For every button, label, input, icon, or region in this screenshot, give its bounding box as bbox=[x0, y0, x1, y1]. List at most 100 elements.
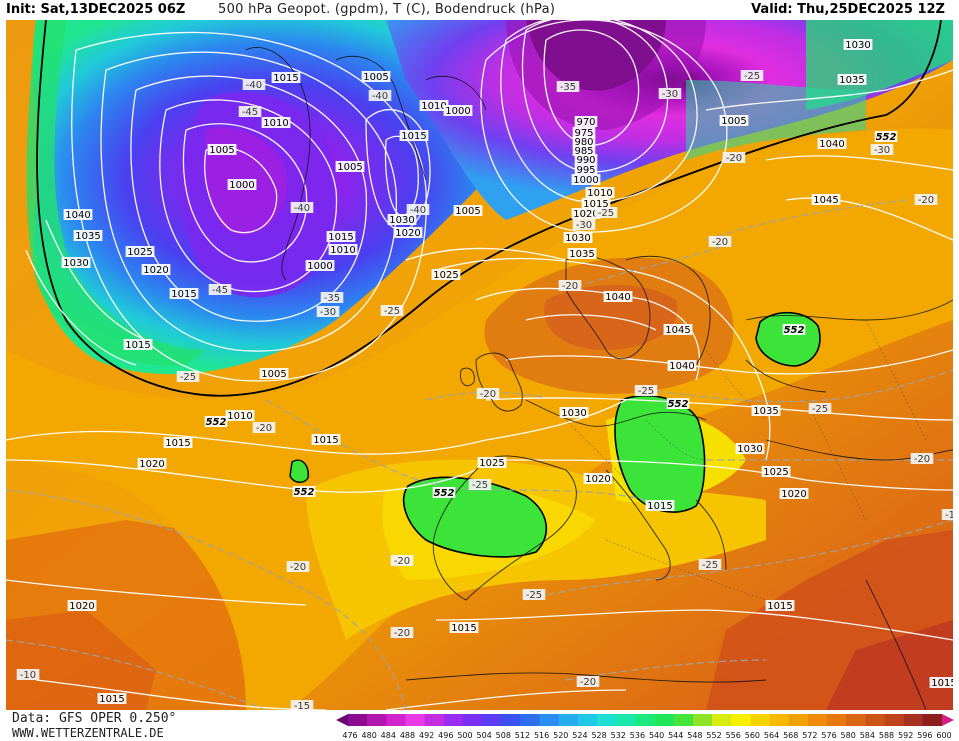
svg-text:-45: -45 bbox=[242, 107, 258, 118]
svg-text:1035: 1035 bbox=[839, 75, 864, 86]
svg-text:-35: -35 bbox=[324, 293, 340, 304]
svg-text:1040: 1040 bbox=[605, 292, 630, 303]
temperature-label: -20 bbox=[910, 453, 934, 465]
svg-text:-1: -1 bbox=[945, 510, 953, 521]
pressure-label: 1015 bbox=[123, 339, 153, 351]
svg-text:1020: 1020 bbox=[781, 489, 806, 500]
pressure-label: 1040 bbox=[63, 209, 93, 221]
pressure-label: 970 bbox=[574, 116, 598, 128]
legend-swatch bbox=[367, 714, 387, 726]
svg-text:1030: 1030 bbox=[845, 40, 870, 51]
pressure-label: 990 bbox=[574, 154, 598, 166]
svg-text:-20: -20 bbox=[580, 677, 596, 688]
pressure-label: 1020 bbox=[141, 264, 171, 276]
svg-text:1030: 1030 bbox=[63, 258, 88, 269]
svg-text:-20: -20 bbox=[712, 237, 728, 248]
legend-tick-label: 484 bbox=[381, 731, 396, 740]
pressure-label: 1010 bbox=[585, 187, 615, 199]
svg-text:552: 552 bbox=[206, 417, 227, 428]
svg-text:-20: -20 bbox=[256, 423, 272, 434]
pressure-label: 1040 bbox=[667, 360, 697, 372]
svg-text:-40: -40 bbox=[246, 80, 262, 91]
svg-text:1005: 1005 bbox=[721, 116, 746, 127]
legend-tick-label: 572 bbox=[802, 731, 817, 740]
temperature-labels-layer: -40-45-40-40 -40-45-35-30 -25-25-20-35-30-… bbox=[16, 70, 953, 710]
pressure-label: 1015 bbox=[929, 677, 953, 689]
legend-tick-label: 492 bbox=[419, 731, 434, 740]
svg-text:-15: -15 bbox=[294, 701, 310, 710]
pressure-label: 1015 bbox=[169, 288, 199, 300]
svg-text:1030: 1030 bbox=[389, 215, 414, 226]
svg-text:1015: 1015 bbox=[313, 435, 338, 446]
legend-tick-label: 548 bbox=[687, 731, 702, 740]
svg-text:975: 975 bbox=[574, 128, 593, 139]
temperature-label: -25 bbox=[698, 559, 722, 571]
temperature-label: -20 bbox=[252, 422, 276, 434]
svg-text:-20: -20 bbox=[394, 628, 410, 639]
svg-text:-20: -20 bbox=[480, 389, 496, 400]
pressure-label: 1020 bbox=[583, 473, 613, 485]
svg-text:1025: 1025 bbox=[433, 270, 458, 281]
svg-text:1015: 1015 bbox=[99, 694, 124, 705]
pressure-label: 1000 bbox=[571, 174, 601, 186]
pressure-label: 1040 bbox=[817, 138, 847, 150]
temperature-label: -25 bbox=[740, 70, 764, 82]
pressure-label: 1020 bbox=[779, 488, 809, 500]
svg-text:-20: -20 bbox=[914, 454, 930, 465]
svg-text:1020: 1020 bbox=[69, 601, 94, 612]
svg-text:1040: 1040 bbox=[819, 139, 844, 150]
legend-swatch bbox=[539, 714, 560, 726]
pressure-label: 1040 bbox=[603, 291, 633, 303]
temperature-label: -45 bbox=[208, 284, 232, 296]
legend-tick-label: 500 bbox=[457, 731, 472, 740]
svg-text:1040: 1040 bbox=[669, 361, 694, 372]
pressure-label: 1035 bbox=[73, 230, 103, 242]
svg-text:552: 552 bbox=[668, 399, 689, 410]
legend-tick-label: 516 bbox=[534, 731, 549, 740]
temperature-label: -30 bbox=[658, 88, 682, 100]
color-legend: 476 480 484 488 492 496 500 504 508 512 516 520 524 5… bbox=[336, 714, 954, 740]
legend-tick-label: 580 bbox=[841, 731, 856, 740]
pressure-label: 1020 bbox=[137, 458, 167, 470]
svg-text:1030: 1030 bbox=[561, 408, 586, 419]
svg-text:1000: 1000 bbox=[307, 261, 332, 272]
pressure-label: 1030 bbox=[61, 257, 91, 269]
temperature-label: -20 bbox=[558, 280, 582, 292]
svg-text:1010: 1010 bbox=[587, 188, 612, 199]
website-credit: WWW.WETTERZENTRALE.DE bbox=[12, 726, 164, 740]
svg-text:1015: 1015 bbox=[328, 232, 353, 243]
svg-text:552: 552 bbox=[784, 325, 805, 336]
svg-text:1045: 1045 bbox=[813, 195, 838, 206]
svg-text:1000: 1000 bbox=[573, 175, 598, 186]
svg-text:-20: -20 bbox=[918, 195, 934, 206]
pressure-label: 1005 bbox=[207, 144, 237, 156]
svg-text:1015: 1015 bbox=[931, 678, 953, 689]
svg-text:-25: -25 bbox=[384, 306, 400, 317]
svg-text:-25: -25 bbox=[472, 480, 488, 491]
legend-swatch bbox=[597, 714, 617, 726]
legend-swatch bbox=[424, 714, 445, 726]
temperature-label: -40 bbox=[242, 79, 266, 91]
pressure-label: 1045 bbox=[663, 324, 693, 336]
svg-text:1010: 1010 bbox=[421, 101, 446, 112]
temperature-label: -25 bbox=[522, 589, 546, 601]
legend-tick-label: 568 bbox=[783, 731, 798, 740]
svg-text:1045: 1045 bbox=[665, 325, 690, 336]
legend-swatch bbox=[501, 714, 521, 726]
temperature-label: -20 bbox=[390, 627, 414, 639]
geopotential-label: 552 bbox=[782, 324, 806, 336]
legend-swatch bbox=[769, 714, 790, 726]
svg-text:-25: -25 bbox=[180, 372, 196, 383]
pressure-label: 1030 bbox=[843, 39, 873, 51]
legend-tick-label: 544 bbox=[668, 731, 683, 740]
pressure-label: 1025 bbox=[125, 246, 155, 258]
temperature-label: -40 bbox=[368, 90, 392, 102]
svg-text:1005: 1005 bbox=[261, 369, 286, 380]
pressure-label: 985 bbox=[572, 145, 596, 157]
pressure-label: 1015 bbox=[765, 600, 795, 612]
svg-text:990: 990 bbox=[576, 155, 595, 166]
legend-tick-label: 480 bbox=[362, 731, 377, 740]
svg-text:970: 970 bbox=[576, 117, 595, 128]
svg-text:-20: -20 bbox=[394, 556, 410, 567]
svg-text:1015: 1015 bbox=[165, 438, 190, 449]
